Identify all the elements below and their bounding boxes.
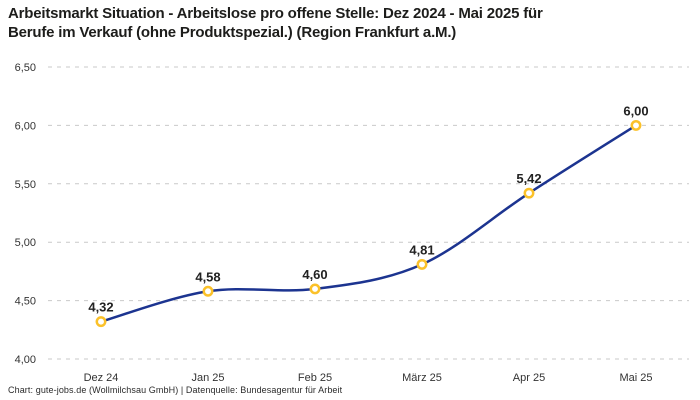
line-chart: 4,00 4,50 5,00 5,50 6,00 6,50 Dez 24 Jan 25 Feb … [15,62,689,384]
data-point-marker [416,258,428,270]
data-point-marker [202,285,214,297]
data-point-label: 6,00 [623,103,648,118]
data-point-label: 4,60 [302,267,327,282]
data-point-marker [523,187,535,199]
data-point-marker [630,119,642,131]
x-axis-tick-label: Apr 25 [513,372,545,384]
data-point-marker [309,283,321,295]
x-axis-tick-label: Jan 25 [191,372,224,384]
chart-title: Arbeitsmarkt Situation - Arbeitslose pro… [8,4,688,42]
data-point-label: 4,58 [195,269,220,284]
y-axis-tick-label: 4,50 [15,296,36,308]
y-axis-tick-label: 6,50 [15,62,36,74]
chart-title-line1: Arbeitsmarkt Situation - Arbeitslose pro… [8,5,543,22]
x-axis-tick-label: Dez 24 [84,372,119,384]
data-line [99,124,638,323]
data-point-label: 4,32 [88,300,113,315]
x-axis-tick-label: Mai 25 [619,372,652,384]
x-axis-tick-label: März 25 [402,372,442,384]
y-axis-tick-label: 5,50 [15,179,36,191]
data-point-marker [95,316,107,328]
y-axis-tick-label: 6,00 [15,120,36,132]
data-point-label: 5,42 [516,171,541,186]
chart-source-footer: Chart: gute-jobs.de (Wollmilchsau GmbH) … [8,385,343,395]
chart-title-line2: Berufe im Verkauf (ohne Produktspezial.)… [8,24,457,41]
y-axis-tick-label: 5,00 [15,237,36,249]
data-point-label: 4,81 [409,242,434,257]
x-axis-tick-label: Feb 25 [298,372,332,384]
y-axis-tick-label: 4,00 [15,354,36,366]
